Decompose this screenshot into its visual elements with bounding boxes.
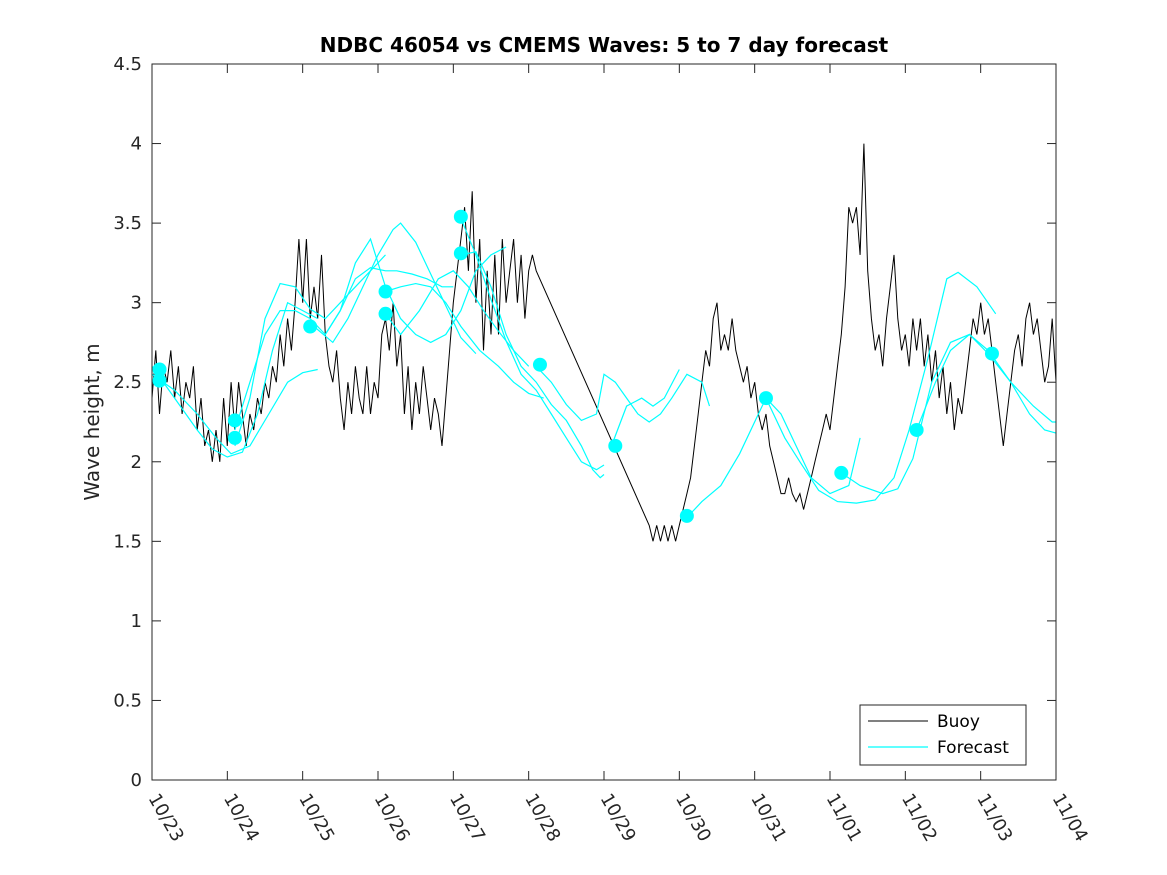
plot-area <box>152 64 1056 780</box>
forecast-marker <box>453 246 468 261</box>
forecast-marker <box>532 357 547 372</box>
forecast-line <box>234 254 386 447</box>
forecast-line <box>151 368 318 455</box>
legend-buoy-label: Buoy <box>937 712 980 732</box>
forecast-marker <box>152 362 167 377</box>
forecast-marker <box>909 422 924 437</box>
forecast-marker <box>378 284 393 299</box>
y-tick-label: 2.5 <box>113 372 142 393</box>
forecast-marker <box>984 346 999 361</box>
legend: Buoy Forecast <box>859 704 1027 766</box>
forecast-marker <box>378 306 393 321</box>
forecast-line <box>686 397 861 518</box>
plot-frame <box>151 63 1057 781</box>
y-axis-label: Wave height, m <box>80 343 104 500</box>
forecast-markers <box>152 209 999 523</box>
plot-background <box>152 64 1056 780</box>
forecast-line <box>460 218 605 471</box>
forecast-marker <box>227 430 242 445</box>
forecast-line <box>765 271 997 504</box>
legend-forecast-label: Forecast <box>937 738 1009 758</box>
y-tick-label: 2 <box>131 452 142 473</box>
y-tick-label: 0 <box>131 770 142 791</box>
buoy-line <box>151 143 1057 542</box>
forecast-line <box>385 282 544 399</box>
forecast-marker <box>758 391 773 406</box>
y-tick-label: 1 <box>131 611 142 632</box>
forecast-line <box>313 222 477 355</box>
forecast-line <box>610 369 680 447</box>
y-tick-label: 4 <box>131 134 142 155</box>
forecast-marker <box>679 508 694 523</box>
forecast-line <box>840 333 1056 495</box>
chart-title: NDBC 46054 vs CMEMS Waves: 5 to 7 day fo… <box>320 33 889 57</box>
legend-box <box>859 704 1027 766</box>
forecast-marker <box>303 319 318 334</box>
forecast-series <box>151 218 1057 518</box>
y-tick-label: 3 <box>131 293 142 314</box>
forecast-line <box>460 251 605 479</box>
buoy-series <box>151 143 1057 542</box>
y-tick-label: 1.5 <box>113 531 142 552</box>
y-tick-label: 3.5 <box>113 213 142 234</box>
forecast-marker <box>152 373 167 388</box>
forecast-marker <box>227 413 242 428</box>
forecast-marker <box>608 438 623 453</box>
forecast-line <box>151 301 318 458</box>
y-tick-label: 4.5 <box>113 54 142 75</box>
forecast-line <box>324 237 507 344</box>
forecast-marker <box>834 465 849 480</box>
forecast-marker <box>453 209 468 224</box>
forecast-line <box>234 267 454 431</box>
y-tick-label: 0.5 <box>113 690 142 711</box>
forecast-line <box>535 365 711 423</box>
